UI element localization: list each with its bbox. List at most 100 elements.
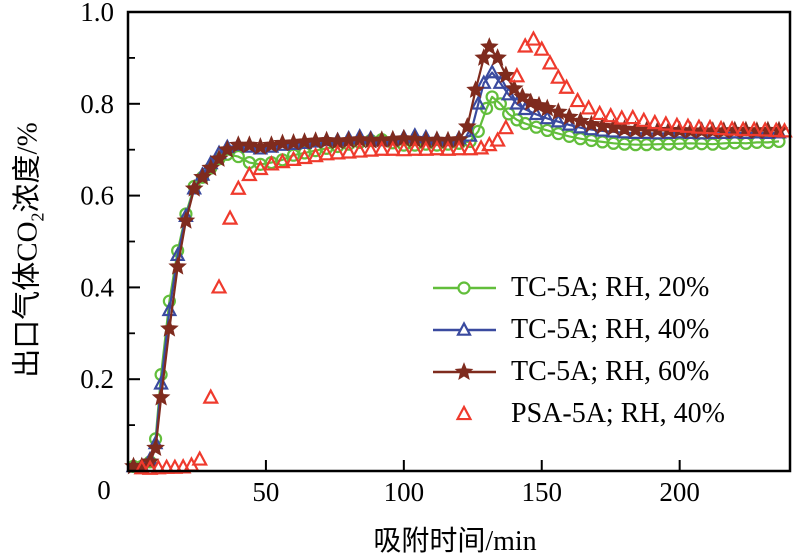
series-3-marker [395, 140, 413, 157]
series-3-marker [318, 144, 335, 161]
series-3-marker [351, 142, 368, 158]
y-tick-label: 1.0 [80, 0, 114, 27]
series-3-marker [150, 458, 167, 475]
series-3-marker [533, 40, 551, 56]
series-3-marker [221, 209, 239, 225]
origin-tick-label: 0 [97, 475, 111, 505]
series-2-marker [480, 37, 499, 55]
series-3-marker [158, 458, 175, 474]
series-3-marker [767, 121, 785, 138]
series-3-marker [285, 150, 302, 166]
series-3-marker [657, 115, 675, 131]
series-3-marker [497, 118, 515, 135]
series-3-marker [508, 66, 526, 83]
series-3-marker [734, 120, 752, 137]
series-2-marker [184, 178, 204, 197]
legend-item-psa5a-rh40: PSA-5A; RH, 40% [432, 393, 725, 435]
series-2-marker [146, 438, 165, 456]
series-1-marker [517, 100, 534, 116]
series-3-marker [701, 118, 719, 135]
series-3-marker [745, 120, 763, 137]
series-2-marker [504, 78, 524, 97]
series-2-marker [176, 210, 196, 229]
series-2-marker [604, 117, 623, 136]
legend-item-tc5a-rh20: TC-5A; RH, 20% [432, 267, 725, 309]
series-3-marker [450, 139, 468, 156]
series-2-marker [457, 116, 477, 135]
series-3-marker [756, 121, 774, 137]
series-3-marker [210, 278, 228, 294]
x-tick-label: 50 [252, 477, 279, 507]
series-0-marker [493, 97, 507, 111]
series-3-marker [668, 116, 686, 132]
series-2-marker [571, 111, 590, 130]
series-3-marker [550, 68, 567, 84]
series-3-marker [141, 459, 159, 475]
series-3-marker [439, 140, 457, 156]
y-tick-label: 0.4 [80, 272, 114, 302]
legend-marker-open-triangle-icon [455, 404, 473, 421]
series-2-marker [317, 130, 336, 149]
series-2-marker [240, 135, 259, 154]
series-3-marker [635, 111, 653, 127]
series-1-marker [561, 116, 578, 131]
series-2-marker [209, 149, 229, 167]
x-tick-label: 150 [522, 477, 563, 507]
series-3-marker [776, 122, 793, 138]
series-3-marker [202, 388, 220, 404]
series-2-marker [488, 48, 507, 66]
series-3-marker [384, 140, 402, 156]
plot-frame [126, 10, 792, 473]
series-2-marker [217, 139, 237, 158]
legend: TC-5A; RH, 20% TC-5A; RH, 40% TC-5A; RH,… [432, 267, 725, 435]
y-axis-label-sub: 2 [27, 212, 48, 222]
legend-item-tc5a-rh60: TC-5A; RH, 60% [432, 351, 725, 393]
series-3-marker [580, 99, 597, 115]
series-3-marker [613, 109, 631, 125]
series-2-marker [593, 116, 612, 135]
y-tick-label: 0.2 [80, 364, 114, 394]
x-tick-label: 200 [659, 477, 700, 507]
series-2-marker [496, 65, 516, 84]
series-1-marker [470, 94, 487, 110]
series-3-marker [591, 104, 608, 121]
y-tick-label: 0.6 [80, 181, 114, 211]
series-2-marker [582, 114, 601, 133]
series-3-marker [461, 139, 479, 156]
series-3-marker [362, 141, 380, 157]
legend-label: TC-5A; RH, 20% [511, 272, 710, 303]
series-3-marker [624, 108, 642, 125]
series-2-marker [160, 318, 179, 337]
series-3-marker [723, 120, 741, 136]
series-0-marker [485, 90, 499, 104]
series-1-marker [550, 112, 567, 128]
series-2-marker [615, 119, 634, 137]
series-3-marker [541, 54, 559, 70]
series-3-marker [166, 458, 184, 474]
series-3-marker [569, 91, 586, 108]
y-axis-label-post: 浓度/% [11, 122, 44, 213]
y-axis-label-pre: 出口气体CO [11, 221, 44, 378]
series-3-marker [133, 458, 151, 475]
series-3-marker [230, 179, 247, 195]
series-3-marker [690, 118, 708, 134]
series-3-marker [712, 119, 730, 136]
series-1-marker [492, 74, 509, 89]
series-3-marker [373, 140, 391, 156]
series-3-marker [417, 140, 435, 156]
series-2-marker [474, 48, 494, 66]
legend-marker-star-icon [433, 362, 496, 380]
series-0-marker [471, 124, 485, 138]
series-2-marker [151, 387, 171, 406]
series-1-marker [484, 63, 500, 79]
series-3-marker [252, 159, 269, 176]
y-axis-label: 出口气体CO2浓度/% [4, 122, 49, 378]
legend-item-tc5a-rh40: TC-5A; RH, 40% [432, 309, 725, 351]
legend-marker-circle-icon [433, 281, 496, 295]
series-3-marker [263, 155, 280, 171]
series-3-marker [428, 139, 446, 156]
series-3-marker [406, 140, 424, 156]
series-3-marker [296, 148, 313, 165]
